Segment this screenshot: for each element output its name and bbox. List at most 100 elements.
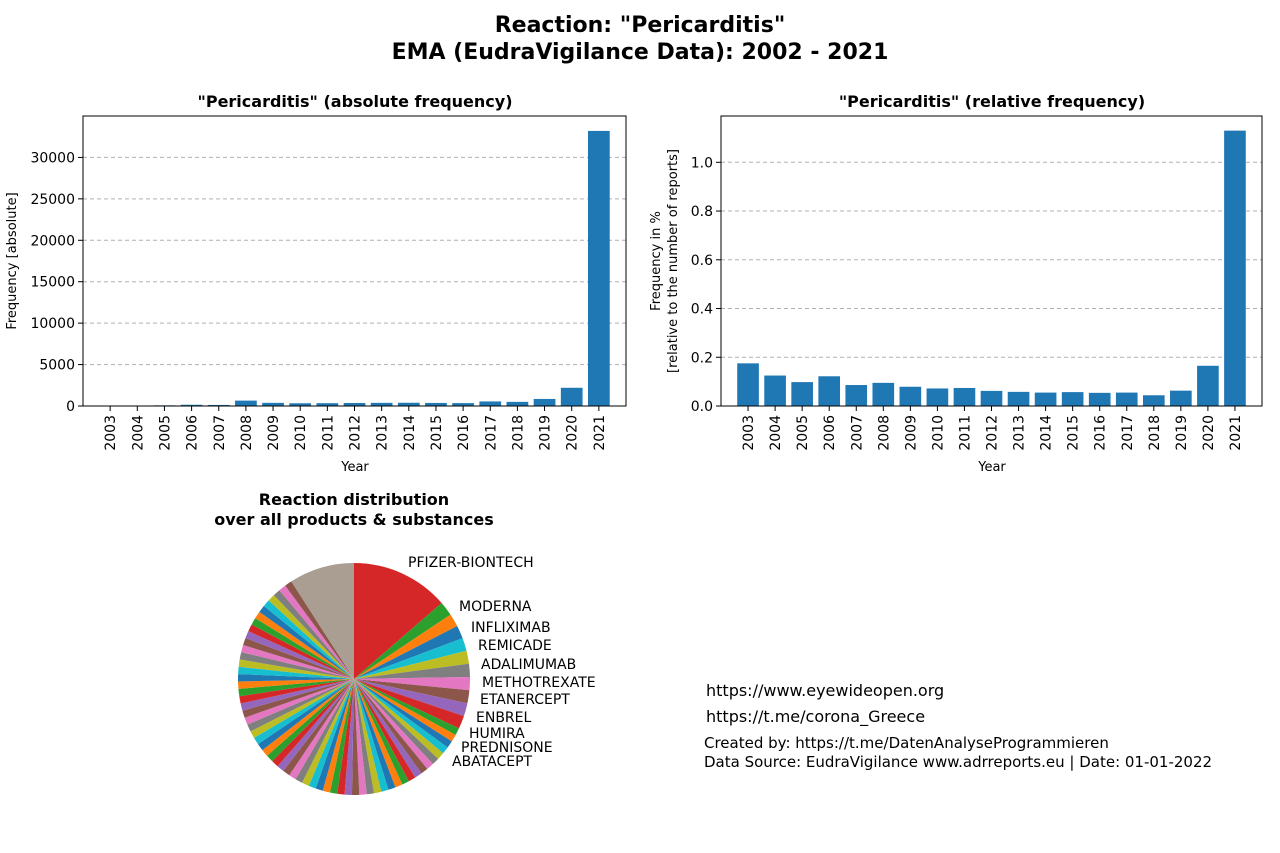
pie-slice-other bbox=[239, 679, 354, 704]
pie-slice-other bbox=[241, 644, 354, 679]
rel-x-tick-label: 2003 bbox=[741, 415, 757, 451]
footer-credits: Created by: https://t.me/DatenAnalysePro… bbox=[704, 734, 1212, 772]
abs-bar-2017 bbox=[479, 401, 502, 406]
abs-x-tick-label: 2008 bbox=[239, 415, 255, 451]
rel-bar-2016 bbox=[1088, 392, 1111, 406]
pie-slice-other bbox=[354, 679, 459, 735]
abs-y-tick-label: 10000 bbox=[30, 316, 75, 332]
rel-x-axis-label: Year bbox=[977, 460, 1006, 475]
abs-bar-2015 bbox=[425, 402, 447, 406]
rel-bar-2019 bbox=[1170, 390, 1192, 406]
pie-slice-other bbox=[237, 674, 354, 682]
pie-slice-other bbox=[247, 679, 354, 732]
pie-slice-other bbox=[354, 679, 433, 769]
abs-x-tick-label: 2013 bbox=[375, 415, 391, 451]
rel-bar-2020 bbox=[1197, 365, 1219, 406]
pie-slice-other bbox=[354, 679, 403, 788]
rel-x-tick-label: 2010 bbox=[930, 415, 946, 451]
rel-bar-2013 bbox=[1007, 391, 1030, 406]
rel-bar-2010 bbox=[926, 388, 949, 406]
pie-slice-infliximab bbox=[354, 614, 458, 679]
abs-x-tick-label: 2014 bbox=[402, 415, 418, 451]
rel-bar-2021 bbox=[1224, 130, 1246, 407]
pie-slice-other bbox=[354, 679, 396, 790]
pie-title-line2: over all products & substances bbox=[214, 510, 494, 529]
pie-slice-other bbox=[268, 595, 354, 679]
link-eyewideopen[interactable]: https://www.eyewideopen.org bbox=[706, 681, 945, 700]
pie-slice-other bbox=[273, 590, 354, 679]
rel-x-tick-label: 2007 bbox=[849, 415, 865, 451]
abs-plot-frame bbox=[82, 115, 627, 407]
pie-slice-other bbox=[238, 666, 354, 679]
abs-bar-2019 bbox=[533, 398, 556, 406]
link-telegram-greece[interactable]: https://t.me/corona_Greece bbox=[706, 707, 926, 726]
pie-slice-other bbox=[354, 679, 375, 795]
rel-y-axis-label-line2: [relative to the number of reports] bbox=[666, 149, 681, 373]
figure-title-line2: EMA (EudraVigilance Data): 2002 - 2021 bbox=[391, 40, 889, 65]
abs-x-tick-label: 2009 bbox=[266, 415, 282, 451]
abs-x-tick-label: 2007 bbox=[212, 415, 228, 451]
rel-chart-title: "Pericarditis" (relative frequency) bbox=[839, 92, 1145, 111]
abs-bar-2018 bbox=[506, 401, 529, 406]
rel-plot-frame bbox=[720, 115, 1263, 407]
rel-bar-2003 bbox=[737, 363, 759, 406]
abs-bar-2009 bbox=[262, 402, 284, 406]
pie-slice-methotrexate bbox=[354, 650, 470, 679]
abs-bar-2020 bbox=[560, 387, 583, 406]
pie-slice-other bbox=[238, 679, 354, 697]
abs-y-tick-label: 20000 bbox=[30, 233, 75, 249]
pie-label-pfizer-biontech: PFIZER-BIONTECH bbox=[408, 555, 534, 571]
pie-slice-other bbox=[239, 652, 354, 679]
abs-x-tick-label: 2010 bbox=[293, 415, 309, 451]
abs-chart-title: "Pericarditis" (absolute frequency) bbox=[198, 92, 513, 111]
pie-slice-other bbox=[277, 679, 354, 771]
pie-slice-other bbox=[354, 679, 422, 778]
abs-bar-2006 bbox=[180, 404, 203, 406]
abs-bar-2011 bbox=[316, 403, 339, 406]
pie-slice-etanercept bbox=[354, 663, 470, 679]
pie-slice-enbrel bbox=[354, 677, 471, 691]
created-by-text: Created by: https://t.me/DatenAnalysePro… bbox=[704, 734, 1109, 752]
pie-slice-other bbox=[240, 679, 354, 711]
abs-x-tick-label: 2006 bbox=[185, 415, 201, 451]
rel-x-tick-label: 2012 bbox=[985, 415, 1001, 451]
pie-slice-other bbox=[291, 563, 354, 679]
pie-slice-prednisone bbox=[354, 679, 468, 717]
rel-bar-2007 bbox=[845, 385, 868, 406]
pie-slice-other bbox=[354, 679, 448, 754]
rel-bar-2008 bbox=[872, 382, 895, 406]
rel-bar-2014 bbox=[1034, 392, 1057, 406]
rel-x-tick-label: 2011 bbox=[957, 415, 973, 451]
abs-x-tick-label: 2018 bbox=[510, 415, 526, 451]
pie-label-etanercept: ETANERCEPT bbox=[480, 692, 570, 708]
pie-label-enbrel: ENBREL bbox=[476, 710, 531, 726]
rel-bar-2005 bbox=[791, 382, 813, 406]
pie-slice-other bbox=[251, 618, 354, 679]
pie-slice-other bbox=[354, 679, 428, 774]
abs-bar-2021 bbox=[587, 130, 610, 406]
rel-bar-2015 bbox=[1061, 392, 1084, 406]
pie-slice-other bbox=[245, 631, 354, 679]
pie-slice-other bbox=[351, 679, 360, 795]
abs-x-axis-label: Year bbox=[340, 460, 369, 475]
abs-x-tick-label: 2012 bbox=[348, 415, 364, 451]
rel-bar-2004 bbox=[764, 375, 786, 406]
pie-label-adalimumab: ADALIMUMAB bbox=[481, 657, 576, 673]
rel-x-tick-label: 2018 bbox=[1147, 415, 1163, 451]
rel-bar-2009 bbox=[899, 386, 922, 406]
rel-bar-2006 bbox=[818, 376, 841, 406]
pie-slice-other bbox=[283, 679, 354, 776]
rel-y-tick-label: 0.0 bbox=[691, 399, 713, 415]
pie-slice-other bbox=[354, 679, 389, 792]
pie-slice-other bbox=[250, 679, 354, 738]
rel-x-tick-label: 2008 bbox=[876, 415, 892, 451]
rel-bar-2012 bbox=[980, 390, 1003, 406]
pie-slice-other bbox=[295, 679, 354, 783]
abs-x-tick-label: 2004 bbox=[130, 415, 146, 451]
pie-slice-other bbox=[243, 637, 354, 679]
abs-x-tick-label: 2005 bbox=[157, 415, 173, 451]
abs-x-tick-label: 2015 bbox=[429, 415, 445, 451]
rel-y-tick-label: 0.4 bbox=[691, 302, 713, 318]
pie-slice-other bbox=[267, 679, 354, 762]
